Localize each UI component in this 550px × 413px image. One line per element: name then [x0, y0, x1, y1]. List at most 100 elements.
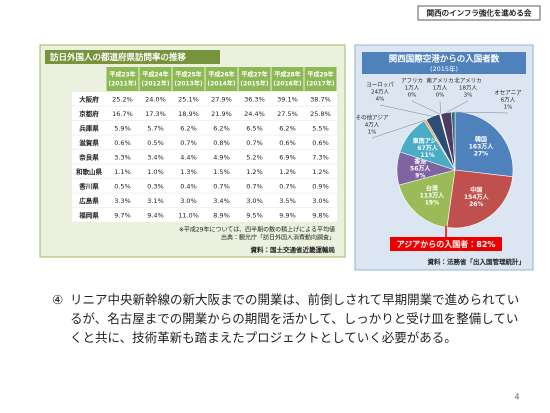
- table-row: [72, 193, 337, 208]
- table-title-bar: [45, 50, 220, 64]
- slice-name: 南アメリカ: [426, 77, 453, 85]
- table-cell: 3.4%: [213, 197, 230, 205]
- table-cell: 11.0%: [178, 211, 199, 219]
- table-row: [72, 150, 337, 164]
- table-cell: 0.7%: [279, 182, 296, 190]
- table-note: ※平成29年については、四半期の数の積上げによる平均値: [179, 226, 335, 234]
- column-header-era: 平成25年: [175, 71, 201, 79]
- slice-percent-label: 0%: [408, 93, 417, 99]
- column-header-year: (2012年): [141, 80, 169, 88]
- column-header-cell: [238, 67, 271, 91]
- column-header-year: (2014年): [207, 80, 235, 88]
- table-cell: 1.5%: [213, 168, 230, 176]
- slice-value-label: 1万人: [433, 85, 448, 92]
- table-cell: 3.3%: [114, 197, 131, 205]
- table-cell: 0.7%: [246, 182, 263, 190]
- body-text-block: ④ リニア中央新幹線の新大阪までの開業は、前倒しされて早期開業で進められているが…: [52, 290, 525, 347]
- column-header-cell: [205, 67, 238, 91]
- table-cell: 0.5%: [147, 139, 164, 147]
- table-cell: 3.0%: [312, 197, 329, 205]
- pie-subtitle: (2015年): [430, 64, 458, 73]
- table-cell: 6.9%: [279, 153, 296, 161]
- slice-percent-label: 26%: [469, 201, 483, 208]
- table-cell: 27.5%: [277, 110, 298, 118]
- table-cell: 25.8%: [310, 110, 331, 118]
- slice-percent-label: 9%: [415, 173, 425, 180]
- table-cell: 0.9%: [312, 182, 329, 190]
- table-cell: 6.2%: [180, 124, 197, 132]
- pie-title: 関西国際空港からの入国者数: [389, 54, 500, 65]
- slice-name: 韓国: [475, 135, 487, 143]
- table-cell: 24.0%: [145, 95, 166, 103]
- table-cell: 0.3%: [147, 182, 164, 190]
- table-row: [72, 208, 337, 222]
- row-label: 大阪府: [79, 94, 99, 103]
- column-header-era: 平成28年: [274, 71, 300, 79]
- callout-box: [390, 237, 502, 251]
- column-header-year: (2017年): [306, 80, 334, 88]
- row-label: 奈良県: [78, 152, 99, 161]
- org-box: [417, 5, 541, 21]
- column-header-year: (2016年): [273, 80, 301, 88]
- table-cell: 5.7%: [147, 124, 164, 132]
- column-header-era: 平成24年: [142, 71, 168, 79]
- leader-line: [453, 111, 509, 114]
- table-source: 資料：国土交通省近畿運輸局: [251, 245, 336, 254]
- table-cell: 18.9%: [178, 110, 199, 118]
- table-row: [72, 121, 337, 135]
- table-cell: 0.7%: [213, 182, 230, 190]
- table-note: 出典：観光庁「訪日外国人消費動向調査」: [221, 234, 335, 242]
- table-cell: 38.7%: [310, 95, 331, 103]
- slice-value-label: 24万人: [371, 89, 389, 96]
- table-cell: 17.3%: [145, 110, 166, 118]
- table-title: 訪日外国人の都道府県訪問率の推移: [50, 52, 187, 63]
- slice-value-label: 6万人: [501, 97, 516, 104]
- slice-name: オセアニア: [494, 90, 522, 97]
- table-cell: 5.5%: [312, 124, 329, 132]
- slice-percent-label: 4%: [376, 97, 385, 103]
- table-cell: 9.8%: [312, 211, 329, 219]
- slice-name: 中国: [470, 186, 482, 194]
- table-cell: 3.3%: [114, 153, 131, 161]
- table-cell: 7.3%: [312, 153, 329, 161]
- leader-line: [371, 120, 426, 139]
- table-cell: 0.6%: [312, 139, 329, 147]
- table-cell: 9.4%: [147, 211, 164, 219]
- slice-percent-label: 19%: [425, 200, 439, 207]
- column-header-year: (2011年): [108, 80, 136, 88]
- slice-percent-label: 0%: [436, 93, 445, 99]
- pie-slice: [398, 169, 456, 228]
- leader-line: [411, 100, 440, 115]
- column-header-year: (2015年): [240, 80, 268, 88]
- table-cell: 0.7%: [246, 139, 263, 147]
- table-row: [72, 92, 337, 106]
- org: 関西のインフラ強化を進める会: [427, 8, 532, 18]
- slice-name: 北アメリカ: [454, 77, 481, 85]
- table-cell: 1.2%: [246, 168, 263, 176]
- slice-value-label: 67万人: [417, 145, 438, 152]
- slice-value-label: 154万人: [464, 194, 490, 201]
- table-cell: 5.2%: [246, 153, 263, 161]
- table-cell: 25.1%: [178, 95, 199, 103]
- column-header-era: 平成26年: [208, 71, 234, 79]
- table-cell: 1.1%: [114, 168, 131, 176]
- column-header-cell: [172, 67, 205, 91]
- table-cell: 0.6%: [114, 139, 131, 147]
- slice-value-label: 113万人: [420, 193, 446, 200]
- slice-name: 香港: [413, 158, 427, 166]
- row-label: 広島県: [79, 196, 99, 205]
- table-cell: 39.1%: [277, 95, 298, 103]
- table-cell: 1.3%: [180, 168, 197, 176]
- slice-value-label: 18万人: [459, 85, 477, 92]
- pie-source: 資料：法務省「出入国管理統計」: [428, 257, 526, 266]
- slice-percent-label: 1%: [504, 105, 513, 111]
- table-row: [72, 164, 337, 179]
- row-label: 香川県: [79, 181, 99, 190]
- column-header-era: 平成29年: [307, 71, 333, 79]
- row-label: 京都府: [79, 109, 99, 118]
- pie-slice: [454, 111, 514, 178]
- table-cell: 24.4%: [244, 110, 265, 118]
- table-cell: 36.3%: [244, 95, 265, 103]
- table-cell: 27.9%: [211, 95, 232, 103]
